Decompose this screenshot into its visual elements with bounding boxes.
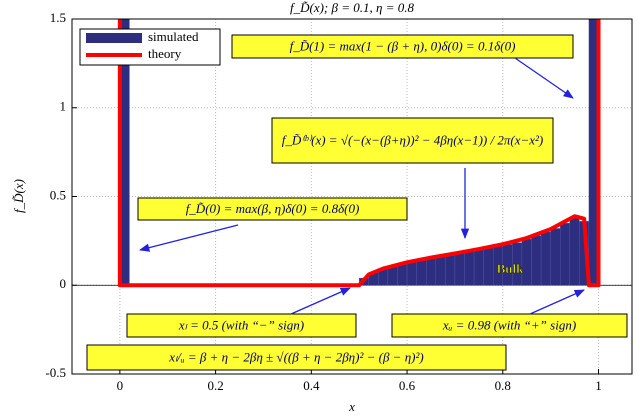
arrow	[529, 289, 585, 315]
hist-bar	[445, 254, 456, 286]
annotation-text: f_D̃⁽ᵇ⁾(x) = √(−(x−(β+η))² − 4βη(x−1)) /…	[282, 132, 544, 147]
annotation-box	[126, 313, 357, 338]
legend-swatch	[86, 33, 142, 43]
y-tick-label: 0	[60, 276, 67, 291]
hist-bar	[406, 261, 417, 286]
hist-bar	[416, 260, 427, 286]
theory-line	[117, 19, 601, 288]
y-tick-label: -0.5	[45, 365, 66, 380]
hist-bar	[483, 247, 494, 286]
annotation-text: f_D̃(0) = max(β, η)δ(0) = 0.8δ(0)	[186, 201, 360, 216]
plot-frame	[71, 18, 633, 375]
chart-title: f_D̃(x); β = 0.1, η = 0.8	[290, 0, 414, 15]
x-tick-label: 0	[117, 378, 124, 393]
x-tick-label: 0.8	[495, 378, 511, 393]
bulk-label: Bulk	[497, 261, 525, 276]
arrows	[138, 57, 585, 315]
arrow	[514, 57, 574, 99]
annotation-text: xᵤ = 0.98 (with “+” sign)	[442, 317, 576, 332]
hist-bar	[550, 228, 561, 286]
hist-bar	[560, 222, 570, 286]
hist-bar	[425, 258, 436, 286]
annotation-box	[231, 34, 574, 59]
annotation-box	[271, 117, 554, 164]
hist-bar	[464, 251, 475, 286]
y-tick-label: 0.5	[50, 187, 66, 202]
x-tick-label: 0.6	[399, 378, 416, 393]
annotation-box	[391, 313, 628, 338]
x-axis-label: x	[348, 399, 355, 414]
hist-bar	[540, 231, 551, 286]
legend-label: simulated	[148, 29, 199, 44]
x-tick-label: 0.2	[207, 378, 223, 393]
hist-bar	[531, 235, 542, 286]
legend-label: theory	[148, 46, 182, 61]
hist-bar	[569, 217, 580, 286]
hist-bar	[397, 263, 408, 286]
x-tick-label: 0.4	[303, 378, 320, 393]
hist-bar	[473, 249, 484, 286]
annotation-box	[137, 197, 408, 221]
y-axis-label: f_D̃(x)	[11, 179, 26, 213]
annotation-text: xₗ = 0.5 (with “−” sign)	[178, 317, 304, 332]
hist-bar	[454, 253, 465, 286]
y-tick-label: 1.5	[50, 10, 66, 25]
arrow	[290, 287, 351, 315]
x-tick-label: 1	[595, 378, 602, 393]
y-tick-label: 1	[60, 99, 67, 114]
hist-bar	[435, 256, 446, 286]
legend: simulated theory	[79, 28, 221, 66]
annotation-text: xₗ/ᵤ = β + η − 2βη ± √((β + η − 2βη)² − …	[168, 349, 423, 364]
arrow	[138, 224, 239, 252]
annotation-box	[86, 344, 507, 371]
annotation-text: f_D̃(1) = max(1 − (β + η), 0)δ(0) = 0.1δ…	[290, 38, 516, 53]
